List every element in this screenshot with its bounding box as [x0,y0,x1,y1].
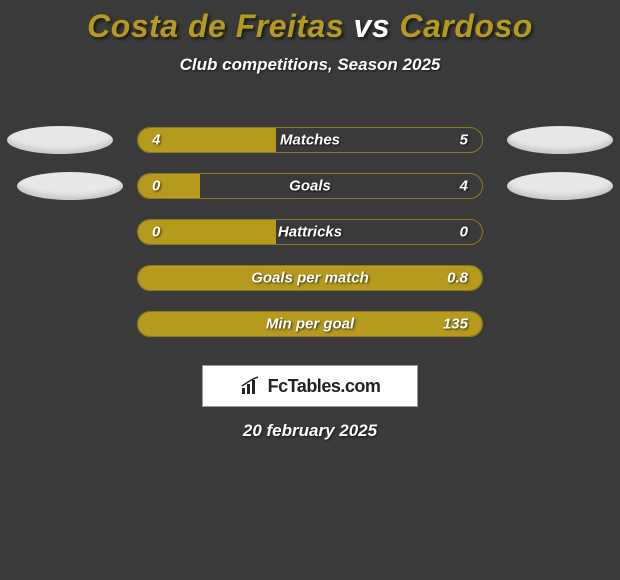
date-line: 20 february 2025 [0,421,620,441]
stat-label: Matches [280,132,340,149]
stat-bar: Hattricks 0 0 [137,219,483,245]
stat-bar: Goals 0 4 [137,173,483,199]
stat-value-right: 4 [460,178,468,195]
stat-value-right: 0.8 [447,270,468,287]
stat-value-left: 4 [152,132,160,149]
subtitle: Club competitions, Season 2025 [0,55,620,75]
stat-value-left: 0 [152,224,160,241]
brand-chart-icon [240,376,262,396]
stat-bar: Matches 4 5 [137,127,483,153]
stat-label: Goals [289,178,331,195]
vs-text: vs [354,8,391,44]
stat-bar: Min per goal 135 [137,311,483,337]
player1-name: Costa de Freitas [87,8,344,44]
stat-value-right: 5 [460,132,468,149]
chart-area: Matches 4 5 Goals 0 4 Hattricks 0 0 Goals per mat… [0,117,620,347]
player2-name: Cardoso [400,8,533,44]
player-left-ellipse [7,126,113,154]
stat-value-right: 0 [460,224,468,241]
stat-label: Min per goal [266,316,354,333]
stat-row: Goals 0 4 [0,163,620,209]
bar-fill-left [138,174,200,198]
stat-value-left: 0 [152,178,160,195]
stat-row: Min per goal 135 [0,301,620,347]
stat-row: Goals per match 0.8 [0,255,620,301]
player-right-ellipse [507,126,613,154]
stat-label: Hattricks [278,224,342,241]
stat-row: Matches 4 5 [0,117,620,163]
stat-bar: Goals per match 0.8 [137,265,483,291]
brand-text: FcTables.com [268,376,381,397]
player-right-ellipse [507,172,613,200]
comparison-title: Costa de Freitas vs Cardoso [0,0,620,45]
brand-box: FcTables.com [202,365,418,407]
stat-label: Goals per match [251,270,369,287]
stat-row: Hattricks 0 0 [0,209,620,255]
stat-value-right: 135 [443,316,468,333]
player-left-ellipse [17,172,123,200]
